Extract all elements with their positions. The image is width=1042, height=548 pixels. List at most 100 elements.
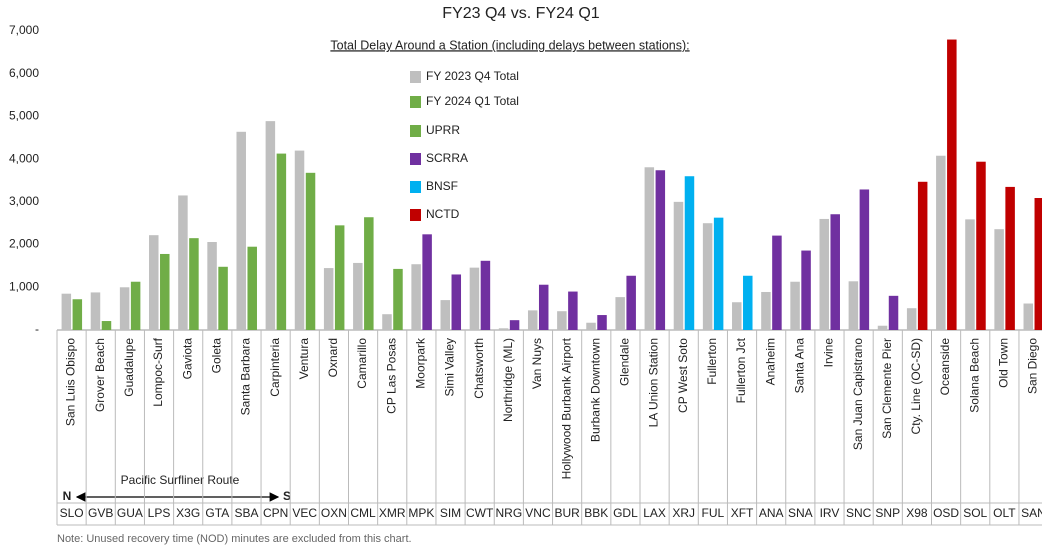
bar: [72, 299, 83, 330]
legend-label: NCTD: [426, 207, 460, 221]
bar: [673, 201, 684, 330]
bar: [801, 250, 811, 330]
bar: [440, 300, 451, 330]
legend-swatch: [410, 209, 421, 221]
station-code: SNC: [846, 506, 872, 520]
x-tick-label: Lompoc-Surf: [151, 337, 165, 406]
station-code: FUL: [702, 506, 725, 520]
bar: [655, 170, 666, 330]
station-code: LPS: [148, 506, 171, 520]
bar: [149, 235, 159, 330]
x-tick-label: Goleta: [209, 338, 223, 374]
bar: [917, 181, 928, 330]
bar: [830, 214, 840, 330]
x-tick-label: Irvine: [822, 338, 836, 368]
bar: [61, 293, 72, 330]
station-code: BUR: [554, 506, 580, 520]
bar: [877, 325, 888, 330]
bar: [276, 153, 287, 330]
bar: [626, 275, 636, 330]
x-tick-label: Simi Valley: [443, 338, 457, 396]
y-tick-label: 3,000: [9, 194, 39, 208]
x-tick-label: Guadalupe: [122, 338, 136, 397]
bar: [761, 291, 771, 330]
y-tick-label: 2,000: [9, 237, 39, 251]
bar: [557, 311, 567, 330]
x-tick-label: Glendale: [618, 338, 632, 386]
station-code: GVB: [88, 506, 113, 520]
legend-label: BNSF: [426, 179, 458, 193]
x-tick-label: Gaviota: [180, 338, 194, 380]
x-tick-label: San Clemente Pier: [880, 338, 894, 439]
x-tick-label: Cty. Line (OC-SD): [909, 338, 923, 434]
station-code: CPN: [263, 506, 288, 520]
y-tick-label: 6,000: [9, 66, 39, 80]
y-tick-label: 4,000: [9, 151, 39, 165]
station-code: IRV: [820, 506, 840, 520]
bar: [568, 291, 578, 330]
legend-swatch: [410, 71, 421, 83]
x-tick-label: Fullerton Jct: [734, 337, 748, 403]
x-tick-label: CP West Soto: [676, 338, 690, 413]
bar: [469, 267, 480, 330]
x-tick-label: Moorpark: [414, 337, 428, 389]
station-code: XMR: [379, 506, 406, 520]
bar: [586, 322, 596, 330]
y-tick-label: -: [35, 322, 39, 336]
bar: [965, 219, 975, 330]
route-start: N: [63, 489, 72, 503]
bar: [334, 225, 345, 330]
bar: [947, 39, 957, 331]
x-tick-label: Oceanside: [938, 338, 952, 396]
station-code: MPK: [408, 506, 434, 520]
station-code: XFT: [731, 506, 754, 520]
bar: [364, 217, 374, 330]
x-tick-label: San Juan Capistrano: [851, 338, 865, 450]
bar: [247, 246, 257, 330]
route-end: S: [283, 489, 291, 503]
bar: [422, 234, 432, 330]
station-code: OSD: [933, 506, 959, 520]
bar: [772, 235, 782, 330]
x-tick-label: Van Nuys: [530, 338, 544, 389]
x-tick-label: Grover Beach: [93, 338, 107, 412]
station-code: OLT: [993, 506, 1016, 520]
station-code: GUA: [117, 506, 143, 520]
x-tick-label: LA Union Station: [647, 338, 661, 427]
station-code: SBA: [234, 506, 258, 520]
legend-swatch: [410, 125, 421, 137]
station-code: NRG: [495, 506, 522, 520]
x-tick-label: Santa Barbara: [239, 338, 253, 416]
bar: [936, 155, 946, 330]
legend-swatch: [410, 153, 421, 165]
bar: [1023, 303, 1034, 330]
bar: [976, 161, 986, 330]
x-tick-label: Ventura: [297, 338, 311, 380]
bar: [90, 292, 101, 330]
legend-label: FY 2023 Q4 Total: [426, 69, 519, 83]
station-code: GTA: [205, 506, 229, 520]
station-code: SNP: [875, 506, 900, 520]
bar: [498, 328, 509, 330]
bar: [509, 320, 520, 330]
bar: [859, 189, 870, 330]
bar: [732, 302, 742, 330]
chart-title: FY23 Q4 vs. FY24 Q1: [442, 5, 600, 22]
bar: [160, 253, 170, 330]
y-tick-label: 5,000: [9, 109, 39, 123]
bar: [130, 281, 141, 330]
bar: [538, 284, 549, 330]
x-tick-label: Hollywood Burbank Airport: [559, 337, 573, 479]
bar: [702, 223, 713, 330]
station-code: CWT: [466, 506, 494, 520]
bar: [615, 297, 625, 330]
bar: [265, 121, 276, 331]
bar: [218, 266, 228, 330]
y-tick-label: 7,000: [9, 23, 39, 37]
station-code: VEC: [292, 506, 317, 520]
bar: [178, 195, 188, 330]
station-code: XRJ: [672, 506, 695, 520]
x-tick-label: Chatsworth: [472, 338, 486, 399]
station-code: VNC: [525, 506, 551, 520]
x-tick-label: Northridge (ML): [501, 338, 515, 422]
